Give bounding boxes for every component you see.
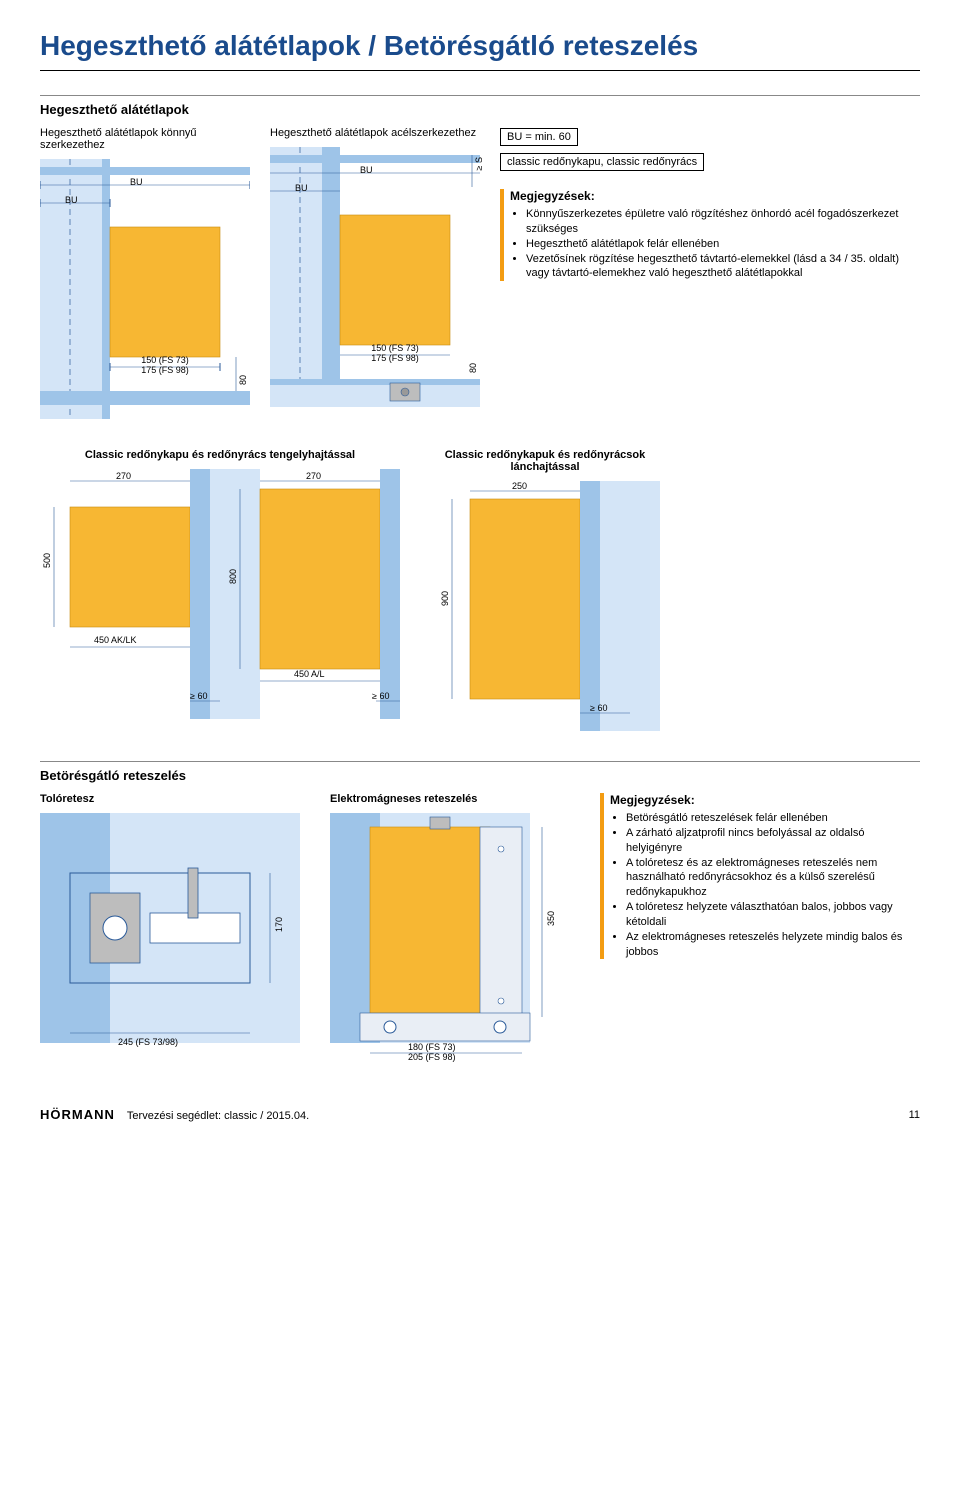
diagram-shaft-drive-svg [40,469,400,719]
notes3-list: Betörésgátló reteszelések felár ellenébe… [610,811,920,959]
diagram-bolt-lock: 170 245 (FS 73/98) [40,813,300,1063]
notes1-title: Megjegyzések: [510,189,920,203]
section3-b-title: Elektromágneses reteszelés [330,793,570,805]
dim-270-1: 270 [116,471,131,481]
diagram-bolt-lock-svg [40,813,300,1063]
footer-logo: HÖRMANN [40,1107,115,1122]
gap60-1: ≥ 60 [190,691,207,701]
section1-rule [40,95,920,96]
section2-a-title: Classic redőnykapu és redőnyrács tengely… [40,449,400,461]
label-450al: 450 A/L [294,669,325,679]
dim-h-a: 80 [238,375,248,385]
dim-bu-outer-a: BU [130,177,143,187]
label-450aklk: 450 AK/LK [94,635,137,645]
notes3-item: Betörésgátló reteszelések felár ellenébe… [626,811,920,826]
diagram-mag-lock: 350 180 (FS 73)205 (FS 98) [330,813,570,1063]
dim-bu-inner-b: BU [295,183,308,193]
notes1-item: Könnyűszerkezetes épületre való rögzítés… [526,207,920,237]
dim-bu-inner-a: BU [65,195,78,205]
dim-w-a: 150 (FS 73)175 (FS 98) [120,355,210,375]
diagram-weld-steel: BU BU 150 (FS 73)175 (FS 98) 80 ≥ S [270,147,480,407]
page-title: Hegeszthető alátétlapok / Betörésgátló r… [40,30,920,62]
notes1-block: Megjegyzések: Könnyűszerkezetes épületre… [500,189,920,281]
section1-info: BU = min. 60 classic redőnykapu, classic… [500,127,920,281]
section3-rule [40,761,920,762]
section2-b-title: Classic redőnykapuk és redőnyrácsok lánc… [430,449,660,473]
section1-row: Hegeszthető alátétlapok könnyű szerkezet… [40,127,920,419]
notes3-item: A tolóretesz helyzete választhatóan balo… [626,900,920,930]
section3-notes: Megjegyzések: Betörésgátló reteszelések … [600,793,920,959]
footer: HÖRMANN Tervezési segédlet: classic / 20… [40,1103,920,1122]
diagram-mag-lock-svg [330,813,570,1063]
diagram-chain-drive: 250 900 ≥ 60 [430,481,660,731]
dim-w-b: 150 (FS 73)175 (FS 98) [350,343,440,363]
dim-170: 170 [274,917,284,932]
footer-text: Tervezési segédlet: classic / 2015.04. [127,1110,309,1122]
diagram-shaft-drive: 270 270 500 800 450 AK/LK 450 A/L ≥ 60 ≥… [40,469,400,719]
footer-page: 11 [909,1109,920,1121]
section1-col-b-title: Hegeszthető alátétlapok acélszerkezethez [270,127,480,139]
dim-270-2: 270 [306,471,321,481]
notes3-item: A tolóretesz és az elektromágneses retes… [626,856,920,901]
notes3-item: Az elektromágneses reteszelés helyzete m… [626,930,920,960]
notes1-item: Hegeszthető alátétlapok felár ellenében [526,237,920,252]
title-rule [40,70,920,71]
dim-350: 350 [546,911,556,926]
section3-a-title: Tolóretesz [40,793,300,805]
gap60-2: ≥ 60 [372,691,389,701]
section2-row: Classic redőnykapu és redőnyrács tengely… [40,449,920,731]
dim-180-205: 180 (FS 73)205 (FS 98) [408,1043,456,1063]
notes3-title: Megjegyzések: [610,793,920,807]
classic-box: classic redőnykapu, classic redőnyrács [500,153,704,171]
bu-min-box: BU = min. 60 [500,128,578,146]
notes1-item: Vezetősínek rögzítése hegeszthető távtar… [526,252,920,282]
diagram-weld-light: BU BU 150 (FS 73)175 (FS 98) 80 [40,159,250,419]
notes3-item: A zárható aljzatprofil nincs befolyással… [626,826,920,856]
dim-h-b: 80 [468,363,478,373]
dim-500: 500 [42,553,52,568]
notes1-list: Könnyűszerkezetes épületre való rögzítés… [510,207,920,281]
section3: Betörésgátló reteszelés Tolóretesz [40,761,920,1063]
dim-245: 245 (FS 73/98) [118,1037,178,1047]
gap60-3: ≥ 60 [590,703,607,713]
diagram-chain-drive-svg [430,481,660,731]
section3-title: Betörésgátló reteszelés [40,768,920,783]
section1-col-a-title: Hegeszthető alátétlapok könnyű szerkezet… [40,127,250,151]
section1-title: Hegeszthető alátétlapok [40,102,920,117]
dim-bu-outer-b: BU [360,165,373,175]
dim-800: 800 [228,569,238,584]
dim-900: 900 [440,591,450,606]
dim-s-b: ≥ S [474,157,484,170]
dim-250: 250 [512,481,527,491]
